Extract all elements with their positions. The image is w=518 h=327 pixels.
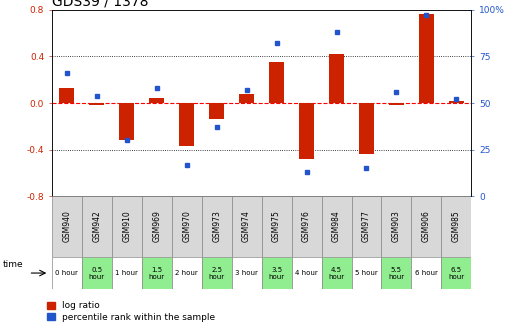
Text: 2.5
hour: 2.5 hour (209, 267, 225, 280)
Text: GSM903: GSM903 (392, 211, 401, 242)
Bar (239, 94, 254, 103)
Text: GSM974: GSM974 (242, 211, 251, 242)
Bar (202, 196, 232, 257)
Bar (322, 196, 352, 257)
Bar (299, 103, 314, 159)
Text: GSM910: GSM910 (122, 211, 131, 242)
Bar (171, 257, 202, 289)
Legend: log ratio, percentile rank within the sample: log ratio, percentile rank within the sa… (46, 301, 216, 322)
Bar (142, 196, 171, 257)
Text: 4.5
hour: 4.5 hour (328, 267, 344, 280)
Bar (441, 196, 471, 257)
Bar (112, 257, 142, 289)
Text: time: time (3, 260, 23, 269)
Bar (411, 196, 441, 257)
Text: 2 hour: 2 hour (175, 270, 198, 276)
Bar (381, 196, 411, 257)
Text: GDS39 / 1378: GDS39 / 1378 (52, 0, 148, 9)
Text: GSM970: GSM970 (182, 211, 191, 242)
Bar (112, 196, 142, 257)
Bar (269, 62, 284, 103)
Bar (419, 14, 434, 103)
Bar (82, 257, 112, 289)
Bar (441, 257, 471, 289)
Bar (449, 101, 464, 103)
Bar (262, 257, 292, 289)
Bar (179, 103, 194, 146)
Bar (119, 103, 134, 140)
Text: 6 hour: 6 hour (415, 270, 438, 276)
Text: GSM984: GSM984 (332, 211, 341, 242)
Bar (352, 257, 381, 289)
Text: 3 hour: 3 hour (235, 270, 258, 276)
Bar (381, 257, 411, 289)
Text: GSM906: GSM906 (422, 211, 431, 242)
Text: GSM977: GSM977 (362, 211, 371, 242)
Bar (149, 98, 164, 103)
Text: 0.5
hour: 0.5 hour (89, 267, 105, 280)
Text: 6.5
hour: 6.5 hour (449, 267, 465, 280)
Bar (52, 196, 82, 257)
Bar (209, 103, 224, 119)
Bar (59, 88, 74, 103)
Text: GSM942: GSM942 (92, 211, 101, 242)
Bar (322, 257, 352, 289)
Bar (232, 257, 262, 289)
Text: GSM940: GSM940 (62, 211, 71, 242)
Bar (292, 196, 322, 257)
Text: 4 hour: 4 hour (295, 270, 318, 276)
Bar (411, 257, 441, 289)
Bar (142, 257, 171, 289)
Bar (89, 103, 104, 105)
Text: GSM976: GSM976 (302, 211, 311, 242)
Text: 1 hour: 1 hour (116, 270, 138, 276)
Text: GSM969: GSM969 (152, 211, 161, 242)
Bar (171, 196, 202, 257)
Bar (232, 196, 262, 257)
Text: 3.5
hour: 3.5 hour (268, 267, 284, 280)
Text: GSM975: GSM975 (272, 211, 281, 242)
Text: GSM985: GSM985 (452, 211, 461, 242)
Bar (389, 103, 404, 105)
Text: 5.5
hour: 5.5 hour (388, 267, 405, 280)
Text: 0 hour: 0 hour (55, 270, 78, 276)
Bar (352, 196, 381, 257)
Bar (82, 196, 112, 257)
Bar (292, 257, 322, 289)
Text: 5 hour: 5 hour (355, 270, 378, 276)
Bar (202, 257, 232, 289)
Text: 1.5
hour: 1.5 hour (149, 267, 165, 280)
Bar (329, 54, 344, 103)
Bar (359, 103, 374, 154)
Bar (52, 257, 82, 289)
Bar (262, 196, 292, 257)
Text: GSM973: GSM973 (212, 211, 221, 242)
